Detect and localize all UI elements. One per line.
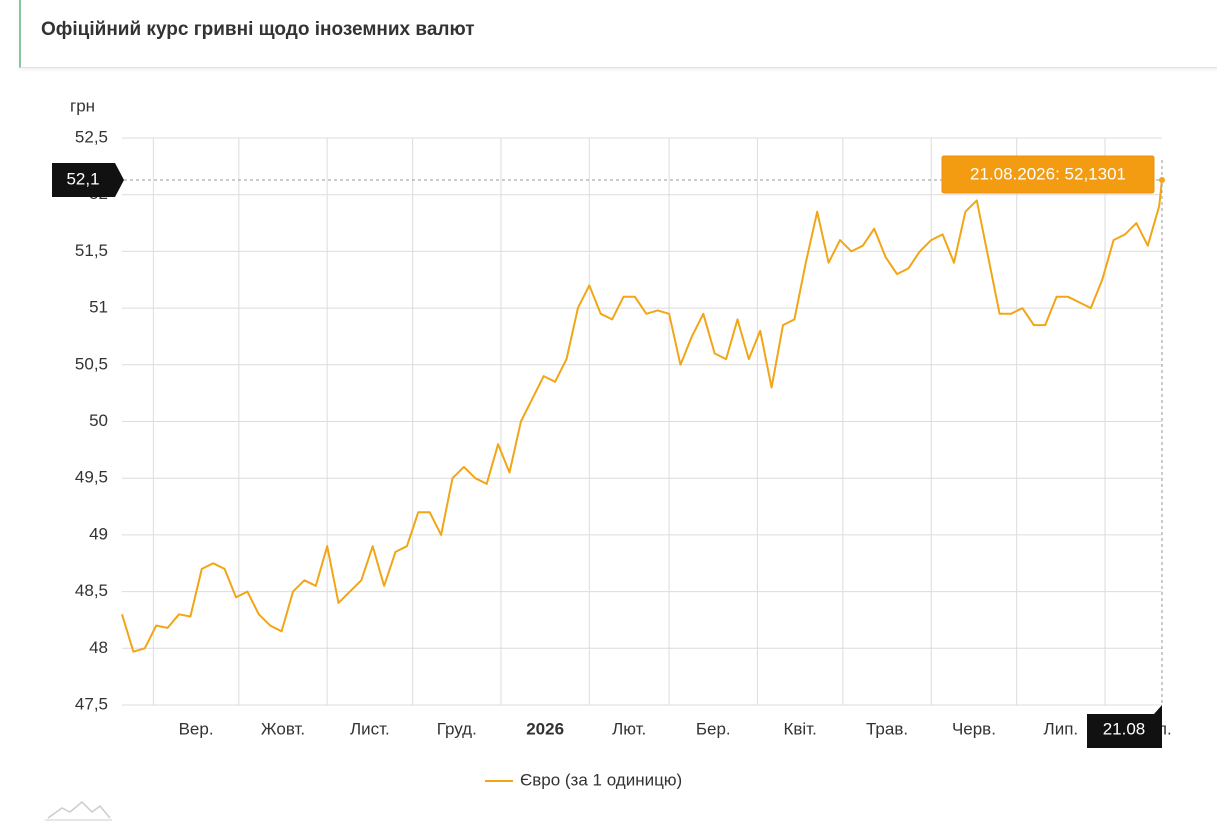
tooltip-box bbox=[941, 155, 1155, 194]
x-tick-label: Лип. bbox=[1044, 719, 1079, 738]
legend-label: Євро (за 1 одиницю) bbox=[520, 770, 682, 789]
tooltip-text: 21.08.2026: 52,1301 bbox=[970, 164, 1126, 183]
series-line bbox=[121, 179, 1163, 653]
y-tick-label: 49 bbox=[89, 524, 108, 543]
y-tick-label: 50,5 bbox=[75, 354, 108, 373]
crosshair-x-label: 21.08 bbox=[1103, 719, 1146, 738]
x-tick-label: Лист. bbox=[350, 719, 390, 738]
x-tick-label: Квіт. bbox=[783, 719, 816, 738]
x-tick-label: Груд. bbox=[437, 719, 477, 738]
y-tick-label: 48,5 bbox=[75, 581, 108, 600]
x-tick-label: Бер. bbox=[696, 719, 731, 738]
x-tick-label: Трав. bbox=[866, 719, 908, 738]
x-tick-label: Вер. bbox=[179, 719, 214, 738]
x-tick-label: 2026 bbox=[526, 719, 564, 738]
crosshair-y-box bbox=[52, 162, 124, 197]
y-tick-label: 48 bbox=[89, 638, 108, 657]
x-tick-label: Лют. bbox=[612, 719, 646, 738]
header: Офіційний курс гривні щодо іноземних вал… bbox=[19, 0, 1217, 68]
logo bbox=[47, 800, 111, 819]
page-title: Офіційний курс гривні щодо іноземних вал… bbox=[41, 19, 475, 40]
y-tick-label: 52,5 bbox=[75, 127, 108, 146]
y-tick-label: 47,5 bbox=[75, 694, 108, 713]
y-tick-label: 49,5 bbox=[75, 468, 108, 487]
y-tick-label: 51,5 bbox=[75, 241, 108, 260]
y-tick-label: 51 bbox=[89, 298, 108, 317]
y-tick-label: 50 bbox=[89, 411, 108, 430]
x-tick-label: Черв. bbox=[952, 719, 996, 738]
y-axis-label: грн bbox=[70, 96, 95, 115]
crosshair-x-box bbox=[1087, 705, 1162, 748]
hover-point bbox=[1159, 176, 1165, 183]
x-tick-label: Жовт. bbox=[261, 719, 305, 738]
crosshair-y-label: 52,1 bbox=[66, 169, 99, 188]
